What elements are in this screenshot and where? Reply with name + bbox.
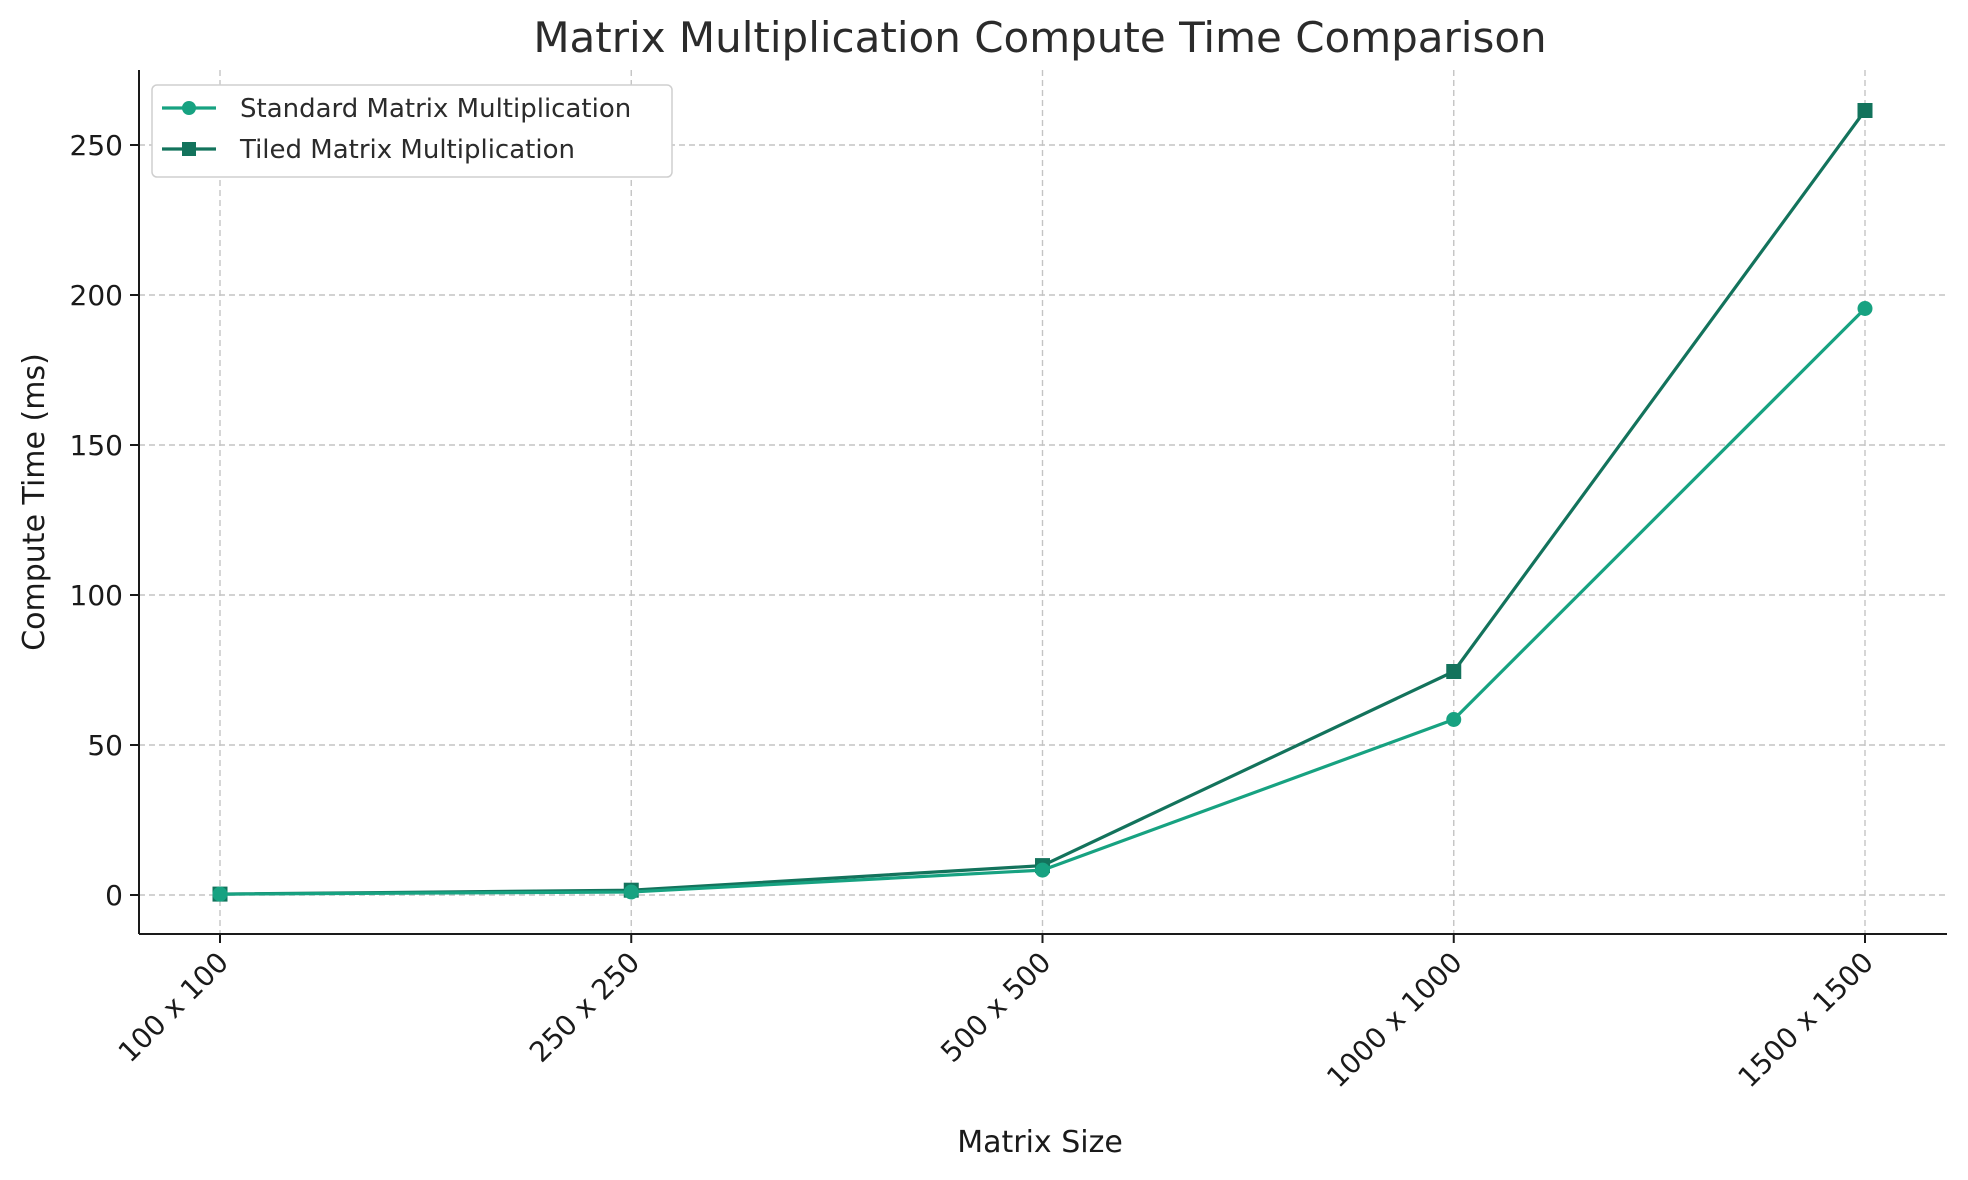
y-axis-label: Compute Time (ms) bbox=[17, 353, 52, 651]
grid-lines bbox=[139, 70, 1947, 934]
legend-label: Standard Matrix Multiplication bbox=[240, 94, 631, 124]
y-tick-label: 150 bbox=[70, 429, 123, 462]
legend-frame bbox=[151, 84, 673, 178]
x-tick-label: 1000 x 1000 bbox=[1320, 946, 1468, 1094]
data-point-circle bbox=[1857, 301, 1873, 316]
x-tick-label: 250 x 250 bbox=[523, 946, 646, 1069]
y-tick-label: 250 bbox=[70, 129, 123, 162]
data-point-square bbox=[1857, 103, 1873, 118]
x-tick-label: 1500 x 1500 bbox=[1732, 946, 1880, 1094]
legend: Standard Matrix Multiplication Tiled Matr… bbox=[151, 84, 673, 178]
y-tick-label: 50 bbox=[87, 729, 123, 762]
legend-item: Tiled Matrix Multiplication bbox=[162, 135, 575, 165]
x-axis-label: Matrix Size bbox=[957, 1125, 1123, 1160]
legend-item: Standard Matrix Multiplication bbox=[162, 94, 631, 124]
data-point-circle bbox=[1035, 862, 1050, 878]
legend-label: Tiled Matrix Multiplication bbox=[239, 135, 575, 165]
legend-circle-marker bbox=[182, 101, 196, 115]
x-tick-label: 100 x 100 bbox=[112, 946, 235, 1069]
series-layer bbox=[212, 103, 1873, 902]
chart-title: Matrix Multiplication Compute Time Compa… bbox=[533, 13, 1546, 62]
data-point-square bbox=[1446, 664, 1462, 679]
data-point-circle bbox=[1446, 712, 1462, 727]
x-tick-label: 500 x 500 bbox=[934, 946, 1057, 1069]
series-standard bbox=[212, 301, 1873, 902]
data-point-circle bbox=[212, 886, 228, 902]
tick-layer: 100 x 100 250 x 250 500 x 500 1000 x 1000 15… bbox=[70, 129, 1880, 1094]
y-tick-label: 200 bbox=[70, 279, 123, 312]
y-tick-label: 0 bbox=[105, 879, 123, 912]
y-tick-label: 100 bbox=[70, 579, 123, 612]
data-point-circle bbox=[623, 884, 639, 900]
legend-square-marker bbox=[182, 142, 196, 156]
